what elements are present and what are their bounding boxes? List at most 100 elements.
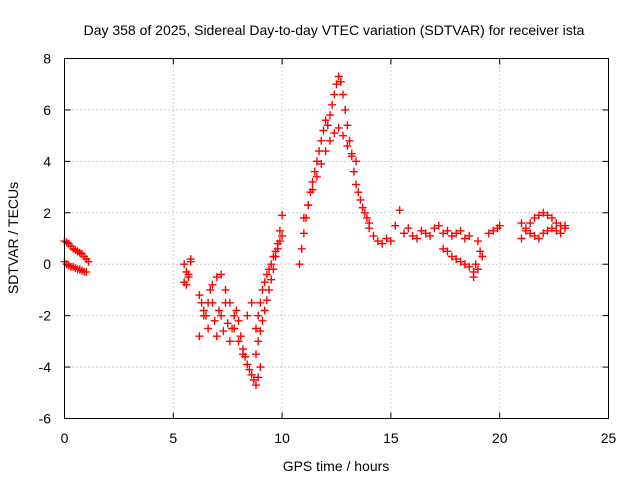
data-point — [489, 226, 498, 235]
data-point — [84, 257, 93, 266]
data-point — [232, 306, 241, 315]
data-point — [299, 213, 308, 222]
data-point — [452, 229, 461, 238]
y-tick-label: 6 — [43, 102, 51, 118]
data-point — [452, 255, 461, 264]
data-point — [256, 298, 265, 307]
data-point — [256, 363, 265, 372]
data-point — [225, 298, 234, 307]
data-point — [526, 219, 535, 228]
data-point — [382, 234, 391, 243]
data-point — [312, 157, 321, 166]
data-point — [460, 260, 469, 269]
data-point — [254, 337, 263, 346]
y-tick-labels: -6 -4 -2 0 2 4 6 8 — [39, 51, 52, 427]
data-point — [317, 136, 326, 145]
data-point — [221, 285, 230, 294]
data-point — [530, 213, 539, 222]
data-point — [256, 327, 265, 336]
data-point — [530, 231, 539, 240]
data-point — [325, 136, 334, 145]
data-point — [399, 229, 408, 238]
data-point — [404, 224, 413, 233]
data-point — [471, 260, 480, 269]
data-point — [210, 316, 219, 325]
data-point — [254, 373, 263, 382]
data-point — [323, 121, 332, 130]
data-point — [245, 365, 254, 374]
data-point — [439, 229, 448, 238]
data-point — [317, 159, 326, 168]
data-point — [547, 213, 556, 222]
y-tick-label: 8 — [43, 51, 51, 67]
data-point — [334, 72, 343, 81]
data-point — [212, 332, 221, 341]
data-point — [219, 327, 228, 336]
data-point — [330, 129, 339, 138]
data-point — [251, 350, 260, 359]
data-point — [352, 157, 361, 166]
data-point — [195, 332, 204, 341]
data-point — [439, 244, 448, 253]
data-point — [262, 296, 271, 305]
y-tick-label: -4 — [39, 359, 52, 375]
data-point — [345, 136, 354, 145]
data-point — [295, 260, 304, 269]
data-point — [249, 375, 258, 384]
data-point — [184, 270, 193, 279]
data-point — [473, 265, 482, 274]
data-point — [217, 270, 226, 279]
data-point — [254, 311, 263, 320]
data-point — [247, 370, 256, 379]
x-tick-label: 15 — [383, 430, 399, 446]
data-point — [258, 285, 267, 294]
data-point — [443, 226, 452, 235]
data-point — [417, 226, 426, 235]
data-point — [275, 237, 284, 246]
data-point — [251, 324, 260, 333]
data-point — [186, 255, 195, 264]
data-point — [552, 226, 561, 235]
y-tick-label: 2 — [43, 205, 51, 221]
data-series — [60, 72, 569, 390]
data-point — [526, 229, 535, 238]
data-point — [339, 131, 348, 140]
data-point — [473, 237, 482, 246]
data-point — [260, 306, 269, 315]
data-point — [460, 234, 469, 243]
data-point — [230, 324, 239, 333]
data-point — [378, 239, 387, 248]
data-point — [365, 224, 374, 233]
x-axis-label: GPS time / hours — [283, 458, 390, 474]
data-point — [456, 226, 465, 235]
data-point — [556, 229, 565, 238]
data-point — [456, 257, 465, 266]
data-point — [217, 311, 226, 320]
data-point — [214, 306, 223, 315]
data-point — [262, 270, 271, 279]
data-point — [204, 324, 213, 333]
data-point — [82, 267, 91, 276]
data-point — [552, 219, 561, 228]
data-point — [243, 360, 252, 369]
data-point — [258, 316, 267, 325]
data-point — [521, 224, 530, 233]
data-point — [336, 77, 345, 86]
data-point — [238, 350, 247, 359]
data-point — [180, 260, 189, 269]
data-point — [430, 224, 439, 233]
data-point — [267, 260, 276, 269]
data-point — [478, 252, 487, 261]
data-point — [354, 188, 363, 197]
data-point — [208, 280, 217, 289]
data-point — [560, 221, 569, 230]
data-point — [352, 180, 361, 189]
y-tick-label: -6 — [39, 411, 52, 427]
data-point — [334, 123, 343, 132]
data-point — [343, 121, 352, 130]
data-point — [360, 208, 369, 217]
data-point — [230, 311, 239, 320]
data-point — [247, 298, 256, 307]
data-point — [469, 273, 478, 282]
data-point — [517, 234, 526, 243]
